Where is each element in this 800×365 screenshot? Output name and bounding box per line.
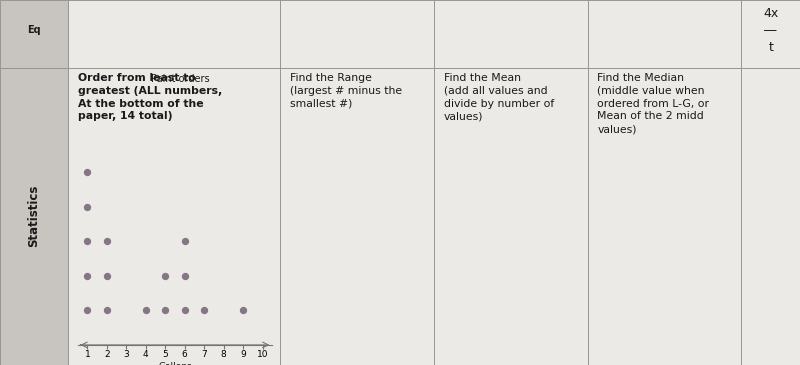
- Bar: [0, 0, 68, 68]
- Point: [159, 307, 172, 313]
- Text: Order from least to
greatest (ALL numbers,
At the bottom of the
paper, 14 total): Order from least to greatest (ALL number…: [78, 73, 222, 122]
- Text: Eq: Eq: [27, 26, 41, 35]
- Text: Find the Median
(middle value when
ordered from L-G, or
Mean of the 2 midd
value: Find the Median (middle value when order…: [598, 73, 710, 134]
- Point: [81, 273, 94, 279]
- Point: [101, 273, 114, 279]
- Text: Paint orders: Paint orders: [151, 74, 210, 84]
- Bar: [280, 0, 434, 68]
- Bar: [742, 68, 800, 365]
- Text: Statistics: Statistics: [27, 185, 41, 247]
- Point: [178, 273, 191, 279]
- Point: [81, 169, 94, 175]
- Point: [237, 307, 250, 313]
- Point: [101, 307, 114, 313]
- Text: Find the Mean
(add all values and
divide by number of
values): Find the Mean (add all values and divide…: [443, 73, 554, 122]
- Point: [81, 204, 94, 210]
- Bar: [742, 0, 800, 68]
- Point: [178, 238, 191, 244]
- Text: 4x
―
t: 4x ― t: [763, 7, 778, 54]
- Point: [101, 238, 114, 244]
- X-axis label: Gallons: Gallons: [158, 362, 192, 365]
- Point: [178, 307, 191, 313]
- Bar: [434, 0, 588, 68]
- Bar: [434, 68, 588, 365]
- Point: [139, 307, 152, 313]
- Point: [81, 238, 94, 244]
- Point: [159, 273, 172, 279]
- Bar: [68, 68, 280, 365]
- Bar: [588, 0, 742, 68]
- Bar: [68, 0, 280, 68]
- Point: [198, 307, 210, 313]
- Bar: [0, 68, 68, 365]
- Point: [81, 307, 94, 313]
- Bar: [588, 68, 742, 365]
- Bar: [280, 68, 434, 365]
- Text: Find the Range
(largest # minus the
smallest #): Find the Range (largest # minus the smal…: [290, 73, 402, 109]
